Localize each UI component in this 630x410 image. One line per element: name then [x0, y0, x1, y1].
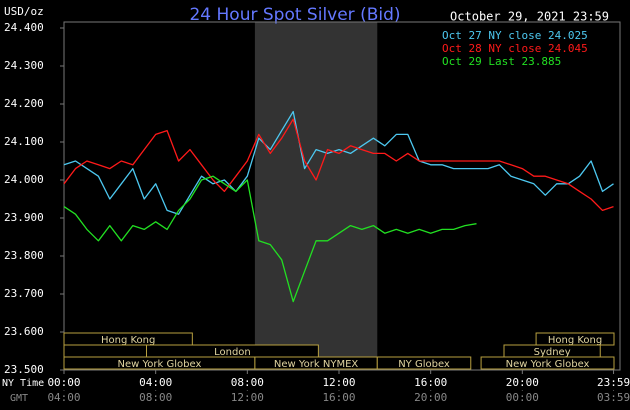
session-label: New York NYMEX: [274, 359, 359, 370]
x2-tick-label: 03:59: [597, 391, 630, 404]
session-label: New York Globex: [118, 359, 202, 370]
series-line: [63, 175, 477, 303]
y-tick-label: 23.500: [4, 363, 44, 376]
x2-row-label: GMT: [10, 393, 28, 404]
x-tick-label: 08:00: [231, 376, 264, 389]
x2-tick-label: 20:00: [414, 391, 447, 404]
timestamp: October 29, 2021 23:59: [450, 10, 609, 24]
y-tick-label: 23.700: [4, 287, 44, 300]
x2-tick-label: 00:00: [506, 391, 539, 404]
session-label: Hong Kong: [101, 335, 155, 346]
session-bar: [63, 344, 147, 358]
legend-entry: Oct 27 NY close 24.025: [442, 29, 588, 42]
legend-entry: Oct 29 Last 23.885: [442, 55, 561, 68]
y-tick-label: 24.200: [4, 97, 44, 110]
session-bar: [376, 356, 472, 370]
series-line: [63, 110, 614, 215]
x-tick-label: 20:00: [506, 376, 539, 389]
x-tick-label: 16:00: [414, 376, 447, 389]
session-label: NY Globex: [398, 359, 450, 370]
session-bar: [480, 356, 615, 370]
x2-tick-label: 12:00: [231, 391, 264, 404]
session-shade: [254, 22, 378, 370]
x-tick-label: 00:00: [47, 376, 80, 389]
chart-title: 24 Hour Spot Silver (Bid): [189, 5, 400, 25]
session-label: New York Globex: [506, 359, 590, 370]
y-tick-label: 23.900: [4, 211, 44, 224]
plot-frame: [63, 21, 621, 371]
legend-entry: Oct 28 NY close 24.045: [442, 42, 588, 55]
y-tick-label: 24.300: [4, 59, 44, 72]
x2-tick-label: 04:00: [47, 391, 80, 404]
y-tick-label: 24.000: [4, 173, 44, 186]
x-tick-label: 04:00: [139, 376, 172, 389]
x2-tick-label: 08:00: [139, 391, 172, 404]
y-tick-label: 24.100: [4, 135, 44, 148]
shade-layer: [254, 22, 378, 370]
session-label: London: [214, 347, 251, 358]
session-label: Hong Kong: [548, 335, 602, 346]
x-tick-label: 12:00: [322, 376, 355, 389]
session-label: Sydney: [534, 347, 571, 358]
x-tick-label: 23:59: [597, 376, 630, 389]
y-axis-label: USD/oz: [4, 5, 44, 18]
x2-tick-label: 16:00: [322, 391, 355, 404]
y-tick-label: 24.400: [4, 21, 44, 34]
y-tick-label: 23.800: [4, 249, 44, 262]
y-tick-label: 23.600: [4, 325, 44, 338]
x-row-label: NY Time: [2, 378, 44, 389]
series-line: [63, 118, 614, 212]
